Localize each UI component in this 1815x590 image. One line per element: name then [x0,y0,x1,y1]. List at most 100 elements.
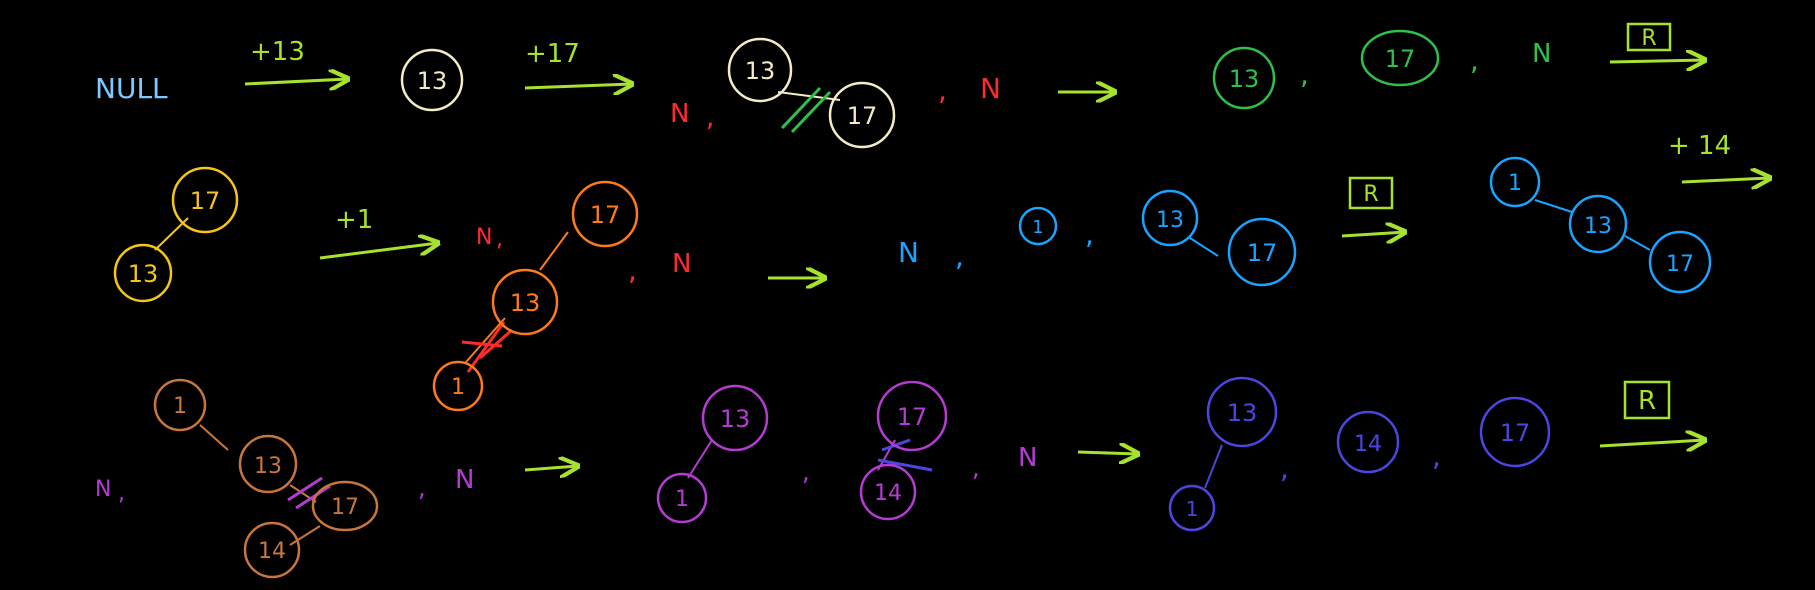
comma: , [1085,218,1094,251]
comma: , [955,240,964,273]
tree-node-1: 1 [656,472,708,524]
comma: , [1300,58,1309,91]
svg-text:1: 1 [451,375,465,400]
comma: , [802,458,810,486]
insert-14-label: + 14 [1668,131,1731,161]
null-label: NULL [95,72,168,105]
svg-text:13: 13 [1584,214,1612,239]
rotate-label: R [1363,182,1378,207]
insert-1-arrow: +1 [319,205,438,260]
n-label: N [670,99,689,129]
n-label: N [476,225,492,250]
tree-node-17: 17 [171,166,239,234]
svg-text:17: 17 [331,495,359,520]
tree-node-1: 1 [1489,156,1541,208]
tree-node-13: 13 [701,384,769,452]
svg-text:13: 13 [1156,208,1184,233]
svg-text:1: 1 [1032,217,1043,238]
tree-node-13: 13 [113,243,173,303]
n-label: N [898,236,919,269]
svg-text:17: 17 [1247,239,1278,267]
svg-text:13: 13 [720,405,751,433]
comma: , [1280,452,1289,485]
insert-17-label: +17 [525,39,580,69]
tree-node-17: 17 [311,480,379,532]
tree-node-17: 17 [571,180,639,248]
tree-node-14: 14 [1336,410,1400,474]
comma: , [938,74,947,107]
tree-13-17: 13 17 [727,37,896,149]
rotate-arrow: R [1609,22,1705,62]
tree-node-13: 13 [727,37,793,103]
n-label: N [1532,39,1551,69]
n-label: N [455,465,474,495]
tree-node-1: 1 [153,378,207,432]
tree-node-13: 13 [1141,189,1199,247]
svg-text:13: 13 [254,454,282,479]
svg-text:13: 13 [128,260,159,288]
tree-1-13-17: 1 13 17 [1489,156,1712,294]
comma: , [972,454,980,482]
tree-node-17: 17 [1648,230,1712,294]
svg-text:17: 17 [190,187,221,215]
tree-17-14: 17 14 [859,380,948,521]
insert-13-label: +13 [250,37,305,67]
tree-node-1: 1 [1018,206,1058,246]
svg-text:13: 13 [1227,399,1258,427]
tree-node-17: 17 [828,81,896,149]
tree-node-14: 14 [243,521,301,579]
svg-text:17: 17 [1385,45,1416,73]
svg-text:14: 14 [1354,432,1382,457]
tree-node-13: 13 [491,268,559,336]
comma: , [1432,440,1441,473]
comma: , [706,103,714,133]
svg-text:17: 17 [590,201,621,229]
svg-text:14: 14 [874,481,902,506]
insert-14-arrow: + 14 [1668,131,1770,182]
svg-text:13: 13 [745,57,776,85]
n-label: N [980,72,1001,105]
rotate-label: R [1638,386,1656,416]
svg-text:13: 13 [510,289,541,317]
tree-node-1: 1 [1168,484,1216,532]
svg-text:17: 17 [847,102,878,130]
tree-17-13: 17 13 [113,166,239,303]
tree-node-13: 13 [1212,46,1276,110]
tree-node-14: 14 [859,463,917,521]
svg-text:17: 17 [1500,419,1531,447]
comma: , [1470,44,1479,77]
tree-node-17: 17 [876,380,948,452]
tree-node-13: 13 [238,434,298,494]
comma: , [496,227,503,252]
svg-text:1: 1 [675,487,689,512]
tree-node-13: 13 [400,48,464,112]
rotate-arrow: R [1599,380,1705,446]
comma: , [628,254,637,287]
insert-1-label: +1 [335,205,373,235]
tree-17-13-1: 17 13 1 [432,180,639,412]
svg-text:1: 1 [1508,171,1522,196]
svg-text:17: 17 [897,403,928,431]
svg-text:13: 13 [1229,65,1260,93]
tree-1-13-17-14: 1 13 17 14 [153,378,379,579]
tree-13-1: 13 1 [1168,376,1278,532]
insert-13-arrow: +13 [244,37,348,84]
svg-text:14: 14 [258,539,286,564]
comma: , [118,481,125,506]
svg-text:13: 13 [417,67,448,95]
rotate-arrow: R [1341,176,1405,236]
n-label: N [1018,443,1037,473]
svg-text:17: 17 [1666,252,1694,277]
tree-node-17: 17 [1227,217,1297,287]
n-label: N [672,249,691,279]
tree-node-17: 17 [1360,29,1440,87]
arrow [1077,452,1138,454]
tree-13-17: 13 17 [1141,189,1297,287]
n-label: N [95,477,111,502]
tree-node-13: 13 [1568,194,1628,254]
tree-13-1: 13 1 [656,384,769,524]
svg-text:1: 1 [1186,497,1199,521]
tree-node-13: 13 [1206,376,1278,448]
svg-text:1: 1 [173,394,187,419]
